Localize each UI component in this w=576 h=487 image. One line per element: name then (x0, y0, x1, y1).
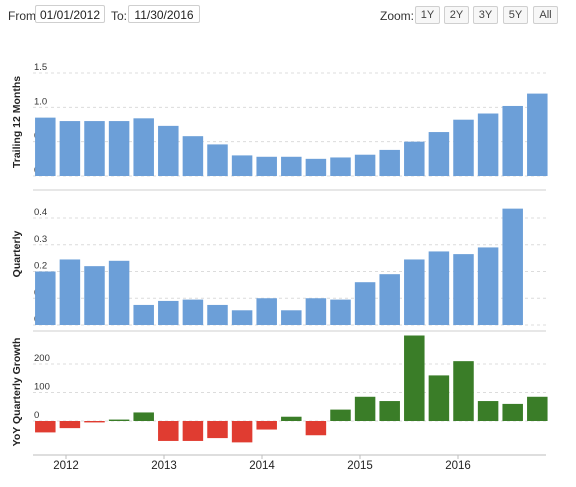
bar[interactable] (379, 149, 400, 176)
y-tick-label: 200 (34, 353, 50, 364)
bar[interactable] (207, 304, 228, 325)
bar[interactable] (182, 421, 204, 441)
bar[interactable] (35, 117, 56, 176)
bar[interactable] (453, 361, 474, 421)
bar[interactable] (330, 157, 351, 176)
bar[interactable] (84, 266, 105, 325)
bar[interactable] (527, 396, 548, 421)
zoom-all-button[interactable]: All (533, 6, 558, 24)
bar[interactable] (158, 125, 179, 176)
y-tick-label: 1.0 (34, 96, 47, 107)
bar[interactable] (502, 208, 523, 325)
bar[interactable] (404, 259, 425, 325)
bar[interactable] (502, 403, 523, 421)
x-tick-label: 2012 (53, 460, 79, 472)
bar[interactable] (108, 419, 130, 421)
bar[interactable] (428, 251, 450, 325)
bar[interactable] (354, 154, 376, 176)
bar[interactable] (256, 298, 277, 325)
bar[interactable] (84, 421, 105, 423)
to-date-input[interactable]: 11/30/2016 (128, 5, 200, 23)
bar[interactable] (182, 299, 204, 325)
bar[interactable] (35, 271, 56, 326)
bar[interactable] (59, 259, 81, 325)
from-date-input[interactable]: 01/01/2012 (35, 5, 105, 23)
bar[interactable] (379, 401, 400, 421)
y-tick-label: 0.2 (34, 261, 47, 272)
bar[interactable] (305, 298, 327, 325)
x-tick-label: 2013 (151, 460, 177, 472)
y-tick-label: 0 (34, 410, 39, 421)
bar[interactable] (330, 299, 351, 325)
y-tick-label: 1.5 (34, 62, 47, 73)
x-tick-label: 2014 (249, 460, 275, 472)
bar[interactable] (477, 113, 499, 176)
bar[interactable] (281, 416, 302, 421)
y-axis-label: Quarterly (11, 230, 23, 277)
bar[interactable] (330, 409, 351, 421)
bar[interactable] (231, 155, 253, 176)
bar[interactable] (35, 421, 56, 433)
bar[interactable] (305, 158, 327, 176)
bar[interactable] (527, 93, 548, 176)
chart-panel-3: 0 100 200 YoY Quarterly Growth (11, 335, 548, 447)
y-tick-label: 0.4 (34, 207, 47, 218)
x-tick-label: 2016 (445, 460, 471, 472)
from-label: From: (8, 9, 40, 23)
bar[interactable] (133, 304, 154, 325)
zoom-1y-button[interactable]: 1Y (415, 6, 440, 24)
bar[interactable] (354, 396, 376, 421)
bar[interactable] (404, 141, 425, 176)
bar[interactable] (281, 156, 302, 176)
bar[interactable] (477, 247, 499, 325)
bar[interactable] (59, 121, 81, 176)
zoom-2y-button[interactable]: 2Y (444, 6, 469, 24)
bar[interactable] (354, 282, 376, 325)
bar[interactable] (133, 118, 154, 176)
bar[interactable] (108, 260, 130, 325)
bar[interactable] (133, 412, 154, 421)
bar[interactable] (108, 121, 130, 176)
bar[interactable] (453, 254, 474, 325)
y-axis-label: Trailing 12 Months (11, 76, 23, 168)
to-label: To: (111, 9, 128, 23)
y-tick-label: 0.3 (34, 234, 47, 245)
bar[interactable] (477, 401, 499, 421)
bar[interactable] (207, 421, 228, 439)
bar[interactable] (158, 300, 179, 325)
y-axis-label: YoY Quarterly Growth (11, 338, 23, 447)
bar[interactable] (281, 310, 302, 325)
toolbar: From: 01/01/2012 To: 11/30/2016 Zoom: 1Y… (0, 0, 576, 30)
bar[interactable] (379, 274, 400, 325)
bar[interactable] (231, 310, 253, 325)
x-tick-label: 2015 (347, 460, 373, 472)
bar[interactable] (182, 136, 204, 176)
bar[interactable] (158, 421, 179, 441)
y-tick-label: 100 (34, 382, 50, 393)
bar[interactable] (428, 375, 450, 421)
bar[interactable] (305, 421, 327, 436)
bar[interactable] (428, 132, 450, 176)
zoom-3y-button[interactable]: 3Y (473, 6, 498, 24)
bar[interactable] (231, 421, 253, 443)
bar[interactable] (84, 121, 105, 176)
bar[interactable] (59, 421, 81, 429)
bar[interactable] (502, 105, 523, 176)
zoom-label: Zoom: (380, 9, 415, 23)
zoom-5y-button[interactable]: 5Y (503, 6, 528, 24)
bar[interactable] (404, 335, 425, 422)
bar[interactable] (207, 144, 228, 176)
bar[interactable] (453, 119, 474, 176)
bar[interactable] (256, 156, 277, 176)
bar[interactable] (256, 421, 277, 430)
